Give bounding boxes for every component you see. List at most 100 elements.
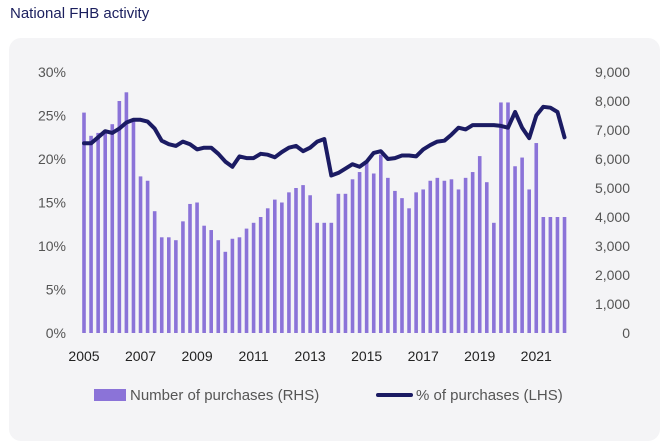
purchases-bar — [265, 208, 270, 333]
x-tick-label: 2013 — [295, 348, 326, 364]
purchases-bar — [110, 124, 115, 333]
right-tick-label: 5,000 — [595, 180, 630, 196]
purchases-bar — [174, 240, 178, 333]
purchases-bar — [308, 195, 312, 333]
purchases-bar — [82, 112, 86, 333]
purchases-bar — [393, 190, 397, 333]
purchases-bar — [414, 192, 418, 333]
purchases-bar — [555, 217, 560, 333]
legend-bar-swatch — [94, 389, 126, 401]
legend-bar-label: Number of purchases (RHS) — [130, 387, 319, 404]
purchases-bar — [470, 172, 475, 333]
left-axis: 30% 25% 20% 15% 10% 5% 0% — [38, 64, 66, 341]
purchases-bar — [400, 198, 404, 333]
purchases-bar — [527, 189, 531, 333]
purchases-bar — [272, 199, 277, 333]
purchases-bar — [117, 101, 122, 333]
page-title: National FHB activity — [10, 5, 150, 22]
purchases-bar — [145, 180, 150, 333]
purchases-bar — [89, 135, 93, 333]
left-tick-label: 15% — [38, 195, 66, 211]
legend: Number of purchases (RHS) % of purchases… — [94, 387, 563, 404]
purchases-bar — [287, 192, 291, 333]
purchases-bar — [294, 188, 298, 333]
purchases-bar — [181, 221, 185, 333]
purchases-bar — [350, 179, 355, 333]
left-tick-label: 0% — [46, 325, 66, 341]
left-tick-label: 20% — [38, 151, 66, 167]
right-tick-label: 3,000 — [595, 238, 630, 254]
right-tick-label: 7,000 — [595, 122, 630, 138]
purchases-bar — [407, 208, 411, 333]
right-tick-label: 6,000 — [595, 151, 630, 167]
right-tick-label: 0 — [622, 325, 630, 341]
bar-series — [82, 92, 567, 333]
purchases-bar — [421, 189, 425, 333]
right-tick-label: 8,000 — [595, 93, 630, 109]
legend-line-label: % of purchases (LHS) — [416, 387, 563, 404]
purchases-bar — [159, 237, 164, 333]
purchases-bar — [195, 202, 199, 333]
right-tick-label: 1,000 — [595, 296, 630, 312]
purchases-bar — [216, 240, 221, 333]
right-tick-label: 4,000 — [595, 209, 630, 225]
purchases-bar — [499, 102, 503, 333]
purchases-bar — [364, 160, 369, 333]
purchases-bar — [329, 222, 334, 333]
purchases-bar — [96, 132, 100, 333]
purchases-bar — [484, 182, 489, 333]
purchases-bar — [223, 251, 228, 333]
purchases-bar — [541, 217, 546, 333]
purchases-bar — [230, 238, 235, 333]
x-tick-label: 2007 — [125, 348, 156, 364]
right-tick-label: 2,000 — [595, 267, 630, 283]
x-tick-label: 2005 — [68, 348, 99, 364]
left-tick-label: 25% — [38, 108, 66, 124]
purchases-bar — [131, 121, 136, 333]
x-tick-label: 2019 — [464, 348, 495, 364]
purchases-bar — [548, 217, 553, 333]
x-tick-label: 2011 — [239, 348, 269, 364]
purchases-bar — [343, 193, 348, 333]
purchases-bar — [506, 102, 510, 333]
left-tick-label: 30% — [38, 64, 66, 80]
purchases-bar — [371, 173, 376, 333]
purchases-bar — [301, 185, 305, 333]
left-tick-label: 10% — [38, 238, 66, 254]
right-axis: 9,000 8,000 7,000 6,000 5,000 4,000 3,00… — [595, 64, 630, 341]
purchases-bar — [357, 172, 362, 333]
purchases-bar — [336, 193, 341, 333]
purchases-bar — [258, 217, 263, 333]
purchases-bar — [103, 130, 107, 333]
x-axis: 2005 2007 2009 2011 2013 2015 2017 2019 … — [68, 348, 552, 364]
x-tick-label: 2009 — [181, 348, 212, 364]
purchases-bar — [442, 180, 447, 333]
purchases-bar — [237, 237, 242, 333]
purchases-bar — [138, 176, 143, 333]
purchases-bar — [513, 166, 517, 333]
purchases-bar — [124, 92, 129, 333]
purchases-bar — [449, 179, 454, 333]
x-tick-label: 2021 — [521, 348, 552, 364]
purchases-bar — [428, 180, 433, 333]
right-tick-label: 9,000 — [595, 64, 630, 80]
purchases-bar — [202, 225, 206, 333]
x-tick-label: 2017 — [408, 348, 439, 364]
purchases-bar — [378, 154, 383, 333]
share-line — [82, 104, 567, 178]
purchases-bar — [188, 203, 192, 333]
purchases-bar — [435, 177, 440, 333]
purchases-bar — [244, 228, 249, 333]
purchases-bar — [280, 202, 284, 333]
purchases-bar — [456, 189, 461, 333]
purchases-bar — [520, 157, 524, 333]
left-tick-label: 5% — [46, 282, 66, 298]
purchases-bar — [463, 177, 468, 333]
purchases-bar — [166, 237, 171, 333]
purchases-bar — [386, 177, 390, 333]
purchases-bar — [209, 230, 213, 333]
purchases-bar — [562, 217, 567, 333]
purchases-bar — [315, 222, 319, 333]
